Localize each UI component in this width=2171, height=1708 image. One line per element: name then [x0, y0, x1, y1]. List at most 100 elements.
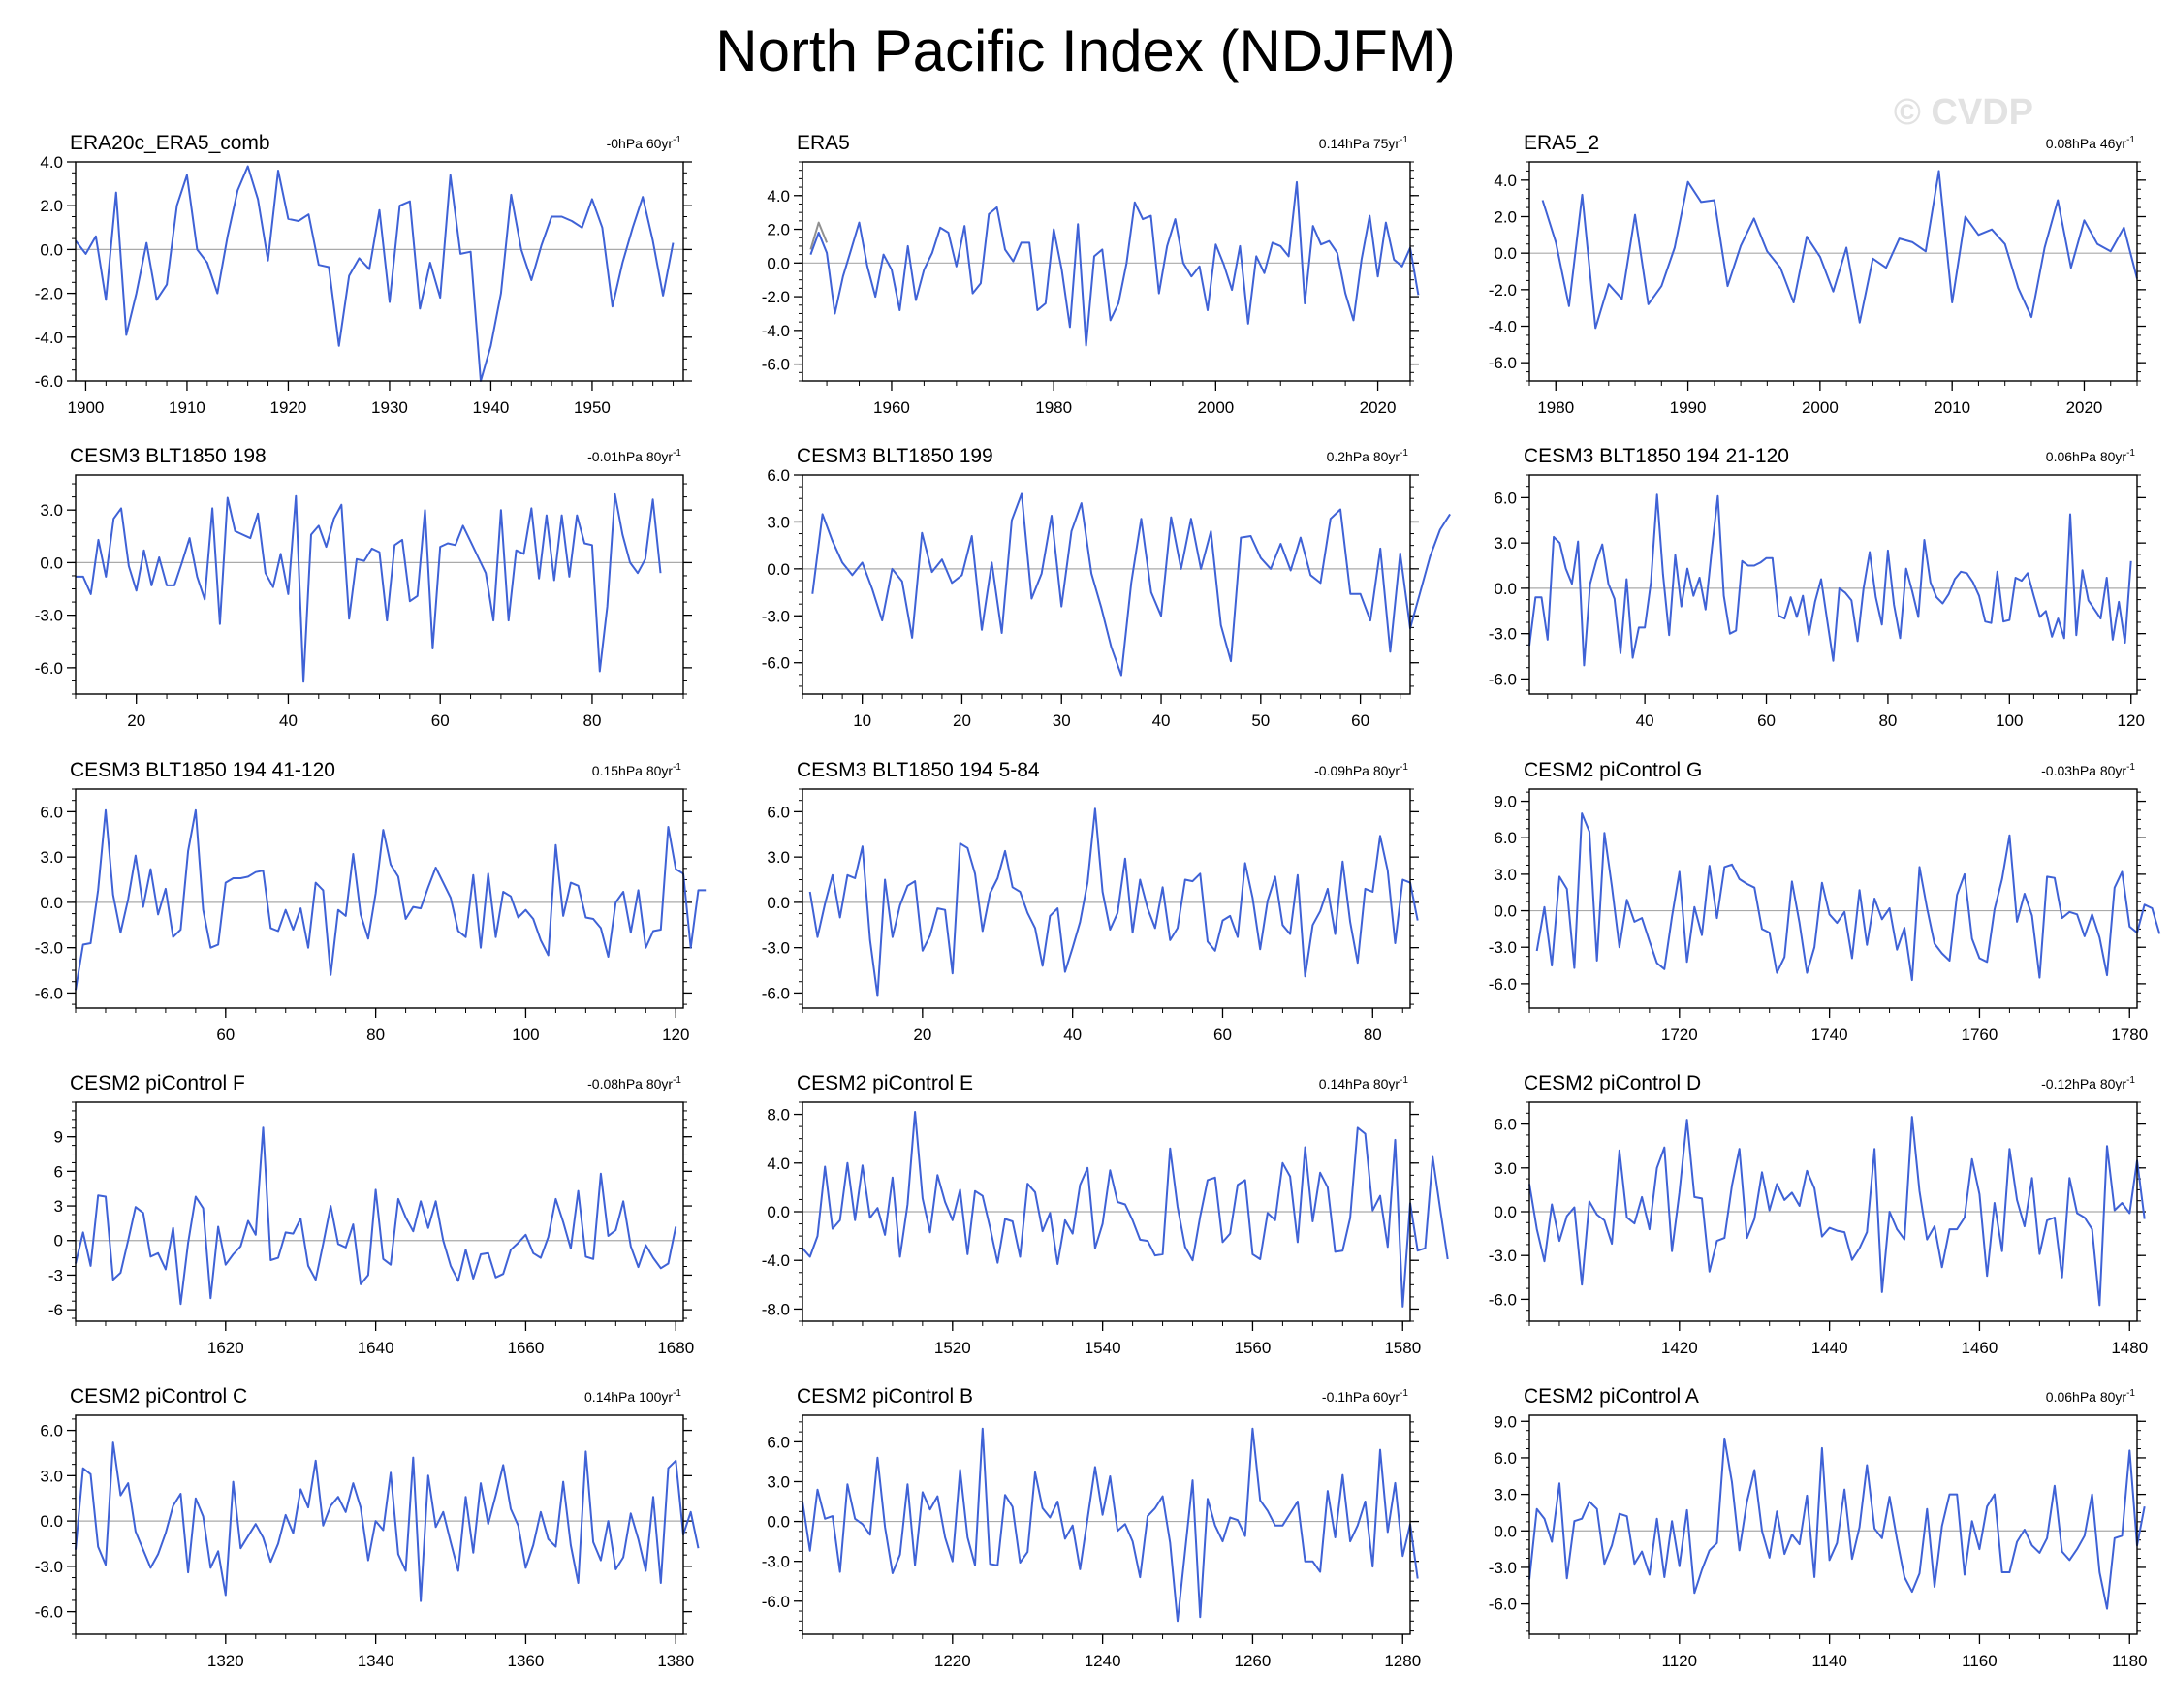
trend-value: 0.14hPa 75yr	[1319, 136, 1400, 151]
y-tick-label: -3	[48, 1266, 63, 1284]
panel-title: ERA20c_ERA5_comb	[70, 132, 270, 154]
y-tick-label: -6.0	[1489, 975, 1517, 994]
trend-label: -0hPa 60yr-1	[607, 135, 682, 151]
y-tick-label: 0.0	[767, 1513, 790, 1532]
y-tick-label: 4.0	[1494, 172, 1517, 190]
trend-label: -0.09hPa 80yr-1	[1314, 762, 1408, 778]
y-tick-label: -2.0	[762, 288, 790, 306]
trend-label: 0.15hPa 80yr-1	[592, 762, 682, 778]
panel-2: ERA5_2 0.08hPa 46yr-1 -6.0 -4.0 -2.0 0.0 2.0 4.…	[1489, 132, 2146, 417]
x-tick-label: 2020	[1360, 398, 1397, 417]
trend-label: -0.1hPa 60yr-1	[1322, 1388, 1409, 1405]
series-line	[76, 492, 662, 683]
x-tick-label: 120	[2118, 712, 2145, 730]
plot-frame	[75, 161, 684, 382]
x-tick-label: 60	[216, 1026, 235, 1044]
trend-exponent: -1	[1400, 1075, 1408, 1086]
panel-1: ERA5 0.14hPa 75yr-1 -6.0 -4.0 -2.0 0.0 2.0 4.0 1…	[762, 132, 1420, 417]
panel-9: CESM2 piControl F -0.08hPa 80yr-1 -6 -3 0 3 6 9…	[48, 1072, 694, 1357]
y-tick-label: 0.0	[40, 240, 63, 259]
y-tick-label: 3.0	[1494, 1486, 1517, 1504]
series-line	[1541, 170, 2138, 330]
y-tick-label: -6.0	[35, 372, 63, 391]
panel-title: CESM2 piControl A	[1524, 1385, 1699, 1408]
y-tick-label: 4.0	[40, 153, 63, 172]
panel-title: CESM3 BLT1850 194 5-84	[797, 759, 1040, 781]
x-tick-label: 80	[366, 1026, 385, 1044]
y-tick-label: -2.0	[35, 285, 63, 303]
y-tick-label: -6.0	[35, 1603, 63, 1622]
trend-exponent: -1	[673, 1388, 681, 1399]
x-tick-label: 1380	[657, 1652, 694, 1670]
watermark-text: © CVDP	[1894, 92, 2033, 133]
y-tick-label: 9.0	[1494, 1412, 1517, 1431]
trend-label: 0.2hPa 80yr-1	[1327, 448, 1409, 464]
trend-value: -0.03hPa 80yr	[2041, 763, 2126, 778]
panel-4: CESM3 BLT1850 199 0.2hPa 80yr-1 -6.0 -3.0 0.…	[762, 445, 1451, 730]
x-tick-label: 50	[1251, 712, 1270, 730]
plot-frame	[75, 1101, 684, 1322]
y-tick-label: 0.0	[767, 560, 790, 579]
y-tick-label: 0.0	[1494, 1203, 1517, 1221]
y-tick-label: 6.0	[1494, 1449, 1517, 1468]
plot-frame	[802, 161, 1411, 382]
y-tick-label: 6.0	[1494, 489, 1517, 507]
panel-14: CESM2 piControl A 0.06hPa 80yr-1 -6.0 -3.0 0…	[1489, 1385, 2148, 1670]
figure-title: North Pacific Index (NDJFM)	[715, 18, 1455, 83]
panel-6: CESM3 BLT1850 194 41-120 0.15hPa 80yr-1 -6…	[35, 759, 707, 1044]
y-tick-label: 0.0	[767, 254, 790, 272]
x-tick-label: 1680	[657, 1339, 694, 1357]
y-tick-label: 0.0	[1494, 580, 1517, 598]
y-tick-label: 6.0	[767, 1433, 790, 1451]
trend-exponent: -1	[2126, 1388, 2135, 1399]
y-tick-label: 3.0	[1494, 866, 1517, 884]
x-tick-label: 1480	[2111, 1339, 2148, 1357]
x-tick-label: 1920	[270, 398, 307, 417]
y-tick-label: -6.0	[762, 654, 790, 673]
y-tick-label: 2.0	[767, 221, 790, 239]
panel-title: CESM3 BLT1850 194 21-120	[1524, 445, 1789, 467]
x-tick-label: 100	[512, 1026, 539, 1044]
y-tick-label: -6.0	[1489, 670, 1517, 688]
panel-title: CESM3 BLT1850 199	[797, 445, 993, 467]
y-tick-label: -4.0	[762, 322, 790, 340]
y-tick-label: -3.0	[762, 939, 790, 958]
series-line	[802, 1427, 1419, 1623]
panel-title: ERA5_2	[1524, 132, 1599, 154]
y-tick-label: -3.0	[1489, 625, 1517, 644]
trend-value: -0.01hPa 80yr	[587, 449, 673, 464]
plot-frame	[1528, 1414, 2138, 1635]
y-tick-label: 3.0	[1494, 1159, 1517, 1178]
x-tick-label: 1960	[873, 398, 910, 417]
panel-title: CESM2 piControl E	[797, 1072, 973, 1094]
plot-frame	[802, 788, 1411, 1009]
trend-value: 0.15hPa 80yr	[592, 763, 674, 778]
trend-value: 0.2hPa 80yr	[1327, 449, 1400, 464]
trend-exponent: -1	[2126, 135, 2135, 145]
x-tick-label: 1360	[508, 1652, 545, 1670]
panel-5: CESM3 BLT1850 194 21-120 0.06hPa 80yr-1 -6…	[1489, 445, 2146, 730]
y-tick-label: -3.0	[762, 1553, 790, 1571]
y-tick-label: 3.0	[40, 848, 63, 867]
y-tick-label: -3.0	[1489, 1247, 1517, 1265]
series-line	[75, 165, 675, 382]
y-tick-label: -4.0	[35, 329, 63, 347]
x-tick-label: 80	[582, 712, 601, 730]
y-tick-label: -6.0	[1489, 354, 1517, 372]
y-tick-label: 6.0	[1494, 829, 1517, 847]
panel-title: CESM3 BLT1850 194 41-120	[70, 759, 335, 781]
trend-value: 0.06hPa 80yr	[2046, 1389, 2127, 1405]
x-tick-label: 1940	[473, 398, 510, 417]
y-tick-label: 3.0	[40, 1467, 63, 1485]
x-tick-label: 40	[279, 712, 298, 730]
x-tick-label: 20	[913, 1026, 931, 1044]
y-tick-label: -6.0	[762, 984, 790, 1002]
trend-value: -0.08hPa 80yr	[587, 1076, 673, 1091]
x-tick-label: 1280	[1384, 1652, 1421, 1670]
trend-label: -0.12hPa 80yr-1	[2041, 1075, 2135, 1091]
y-tick-label: -6.0	[1489, 1290, 1517, 1309]
x-tick-label: 40	[1063, 1026, 1082, 1044]
trend-label: 0.06hPa 80yr-1	[2046, 1388, 2136, 1405]
trend-exponent: -1	[673, 1075, 681, 1086]
